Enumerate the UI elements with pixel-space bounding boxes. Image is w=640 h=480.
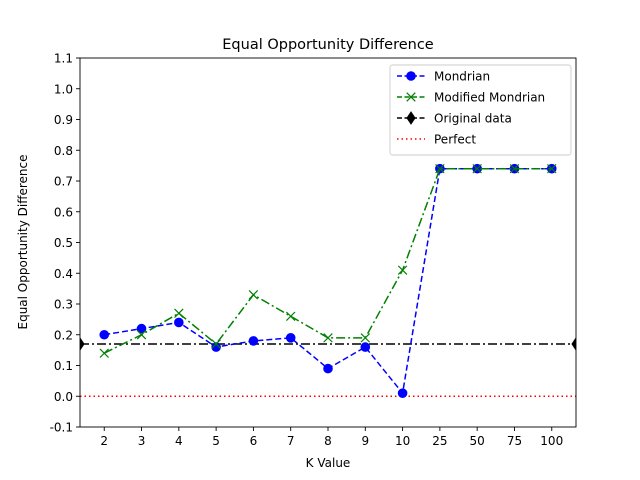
y-tick-label: 1.1: [54, 52, 73, 66]
legend-marker: [406, 71, 416, 81]
legend-entry: Perfect: [397, 133, 476, 147]
x-tick-label: 10: [395, 434, 410, 448]
legend: Mondrian Modified Mondrian Original data Pe…: [389, 64, 572, 156]
data-point: [397, 388, 408, 398]
data-point: [435, 163, 445, 174]
data-point: [509, 163, 520, 174]
legend-entry: Mondrian: [397, 70, 490, 84]
data-point: [174, 317, 184, 328]
x-tick-label: 9: [361, 434, 369, 448]
data-point: [136, 330, 147, 340]
y-axis-label: Equal Opportunity Difference: [16, 155, 30, 330]
data-point: [360, 333, 371, 343]
legend-marker: [406, 92, 416, 102]
x-tick-label: 4: [175, 434, 183, 448]
y-tick-label: 1.0: [54, 82, 73, 96]
reference-marker-left: [80, 337, 85, 351]
x-tick-label: 3: [138, 434, 146, 448]
data-point: [360, 342, 371, 352]
axes: 2 3 4 5 6 7 8 9 10 25 50 75 100 -0.1 0.0 0.1 0.2 0.3 0.4 0.…: [50, 52, 577, 448]
legend-label: Original data: [434, 112, 512, 126]
y-tick-label: 0.2: [54, 328, 73, 342]
legend-label: Modified Mondrian: [434, 91, 545, 105]
data-point: [285, 333, 296, 343]
y-tick-label: 0.5: [54, 236, 73, 250]
chart-title: Equal Opportunity Difference: [222, 37, 434, 53]
data-point: [472, 163, 482, 174]
y-tick-label: 0.3: [54, 298, 73, 312]
plot-clip-group: [80, 163, 576, 398]
data-point: [323, 363, 333, 374]
x-tick-label: 7: [287, 434, 295, 448]
y-tick-label: -0.1: [50, 421, 73, 435]
legend-marker: [406, 111, 416, 125]
data-point: [285, 311, 296, 322]
x-tick-label: 8: [324, 434, 332, 448]
y-tick-label: 0.1: [54, 359, 73, 373]
legend-label: Perfect: [434, 133, 476, 147]
reference-marker-right: [571, 337, 576, 351]
y-tick-label: 0.7: [54, 175, 73, 189]
data-point: [211, 339, 221, 349]
data-point: [323, 333, 333, 343]
plot-area: [80, 163, 576, 398]
x-axis-label: K Value: [306, 456, 351, 470]
y-tick-label: 0.8: [54, 144, 73, 158]
x-tick-label: 6: [250, 434, 258, 448]
x-tick-label: 25: [432, 434, 447, 448]
data-point: [248, 290, 259, 300]
data-point: [99, 329, 110, 340]
y-tick-label: 0.9: [54, 113, 73, 127]
data-point: [211, 342, 221, 352]
y-tick-label: 0.0: [54, 390, 73, 404]
legend-entry: Modified Mondrian: [397, 91, 545, 105]
x-tick-label: 50: [470, 434, 485, 448]
data-point: [547, 163, 557, 174]
y-tick-label: 0.6: [54, 205, 73, 219]
x-tick-label: 75: [507, 434, 522, 448]
data-point: [136, 323, 147, 334]
x-tick-label: 100: [540, 434, 563, 448]
legend-box: [389, 64, 572, 156]
data-point: [397, 265, 408, 275]
x-tick-label: 5: [212, 434, 220, 448]
data-point: [248, 336, 259, 346]
data-point: [99, 348, 109, 358]
data-point: [174, 308, 184, 318]
legend-entry: Original data: [397, 111, 512, 126]
legend-label: Mondrian: [434, 70, 490, 84]
y-tick-label: 0.4: [54, 267, 73, 281]
x-tick-label: 2: [100, 434, 108, 448]
